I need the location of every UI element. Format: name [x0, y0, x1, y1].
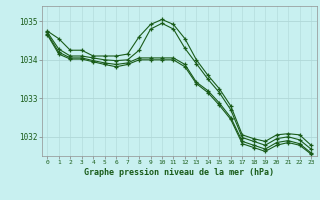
X-axis label: Graphe pression niveau de la mer (hPa): Graphe pression niveau de la mer (hPa): [84, 168, 274, 177]
